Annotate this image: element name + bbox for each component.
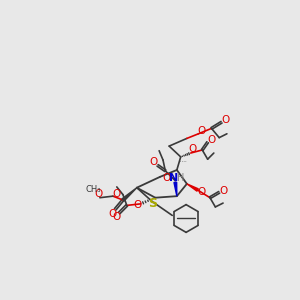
Text: O: O xyxy=(109,209,117,219)
Text: S: S xyxy=(148,197,158,210)
Text: O: O xyxy=(197,187,206,197)
Text: O: O xyxy=(94,189,102,199)
Text: O: O xyxy=(207,135,216,145)
Text: O: O xyxy=(197,127,206,136)
Text: CH₃: CH₃ xyxy=(85,185,101,194)
Text: O: O xyxy=(221,115,230,125)
Polygon shape xyxy=(174,182,177,196)
Text: O: O xyxy=(219,186,227,196)
Text: H: H xyxy=(177,173,184,184)
Text: O: O xyxy=(112,212,120,222)
Text: O: O xyxy=(162,173,170,184)
Text: O: O xyxy=(134,200,142,210)
Text: O: O xyxy=(150,157,158,167)
Text: ·····: ····· xyxy=(178,159,188,164)
Polygon shape xyxy=(187,184,198,191)
Text: N: N xyxy=(169,173,178,184)
Text: O: O xyxy=(188,144,196,154)
Polygon shape xyxy=(122,188,137,201)
Text: O: O xyxy=(112,189,120,199)
